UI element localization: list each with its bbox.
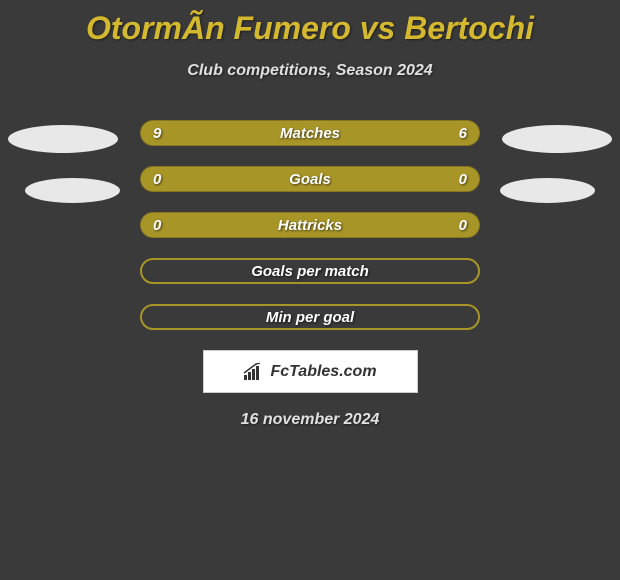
stat-bar: 9 Matches 6 (140, 120, 480, 146)
stat-bar: 0 Hattricks 0 (140, 212, 480, 238)
stat-label: Goals (289, 171, 331, 188)
stat-row-matches: 9 Matches 6 (0, 120, 620, 146)
stat-value-left: 0 (153, 171, 161, 188)
stat-row-goals: 0 Goals 0 (0, 166, 620, 192)
stat-value-right: 6 (459, 125, 467, 142)
stat-bar: Min per goal (140, 304, 480, 330)
comparison-title: OtormÃ­n Fumero vs Bertochi (0, 0, 620, 47)
stat-label: Matches (280, 125, 340, 142)
stat-value-right: 0 (459, 217, 467, 234)
stat-value-left: 9 (153, 125, 161, 142)
comparison-subtitle: Club competitions, Season 2024 (0, 62, 620, 80)
stats-container: 9 Matches 6 0 Goals 0 0 Hattricks 0 Goal… (0, 120, 620, 330)
logo-label: FcTables.com (270, 363, 376, 381)
stat-bar: 0 Goals 0 (140, 166, 480, 192)
chart-icon (243, 363, 265, 381)
stat-label: Hattricks (278, 217, 342, 234)
logo-box[interactable]: FcTables.com (203, 350, 418, 393)
stat-label: Min per goal (266, 309, 354, 326)
stat-value-left: 0 (153, 217, 161, 234)
stat-label: Goals per match (251, 263, 369, 280)
stat-row-min-per-goal: Min per goal (0, 304, 620, 330)
stat-row-goals-per-match: Goals per match (0, 258, 620, 284)
stat-value-right: 0 (459, 171, 467, 188)
stat-bar: Goals per match (140, 258, 480, 284)
stat-row-hattricks: 0 Hattricks 0 (0, 212, 620, 238)
date-text: 16 november 2024 (0, 411, 620, 429)
logo-text: FcTables.com (243, 363, 376, 381)
